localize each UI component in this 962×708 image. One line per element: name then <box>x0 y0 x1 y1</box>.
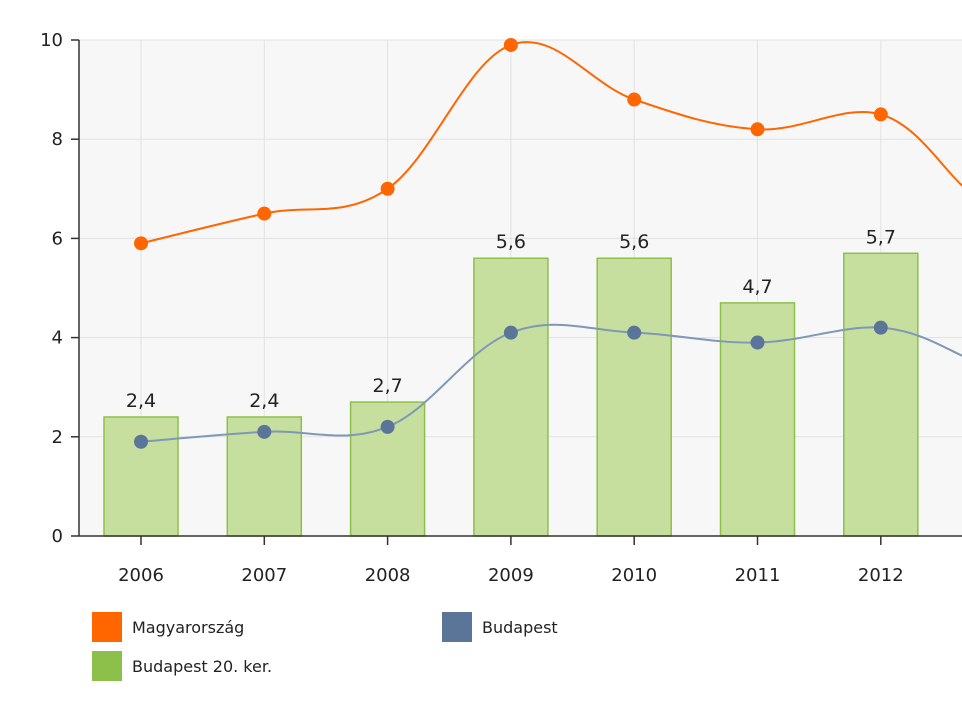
y-tick-label: 2 <box>52 427 63 448</box>
legend-swatch-magyarorszag <box>92 612 122 642</box>
y-tick-label: 4 <box>52 328 63 349</box>
legend: Magyarország Budapest Budapest 20. ker. <box>92 612 692 692</box>
bar-data-label: 5,6 <box>619 231 649 253</box>
series-line <box>140 41 962 245</box>
data-point[interactable] <box>873 320 888 335</box>
y-axis-ticks: 0 2 4 6 8 10 <box>40 30 79 547</box>
y-tick-label: 0 <box>52 526 63 547</box>
x-tick-label: 2008 <box>365 565 411 586</box>
bar[interactable] <box>596 257 672 537</box>
legend-swatch-budapest-20-ker <box>92 651 122 681</box>
series-line <box>140 323 962 443</box>
data-point[interactable] <box>873 107 888 122</box>
x-tick-label: 2007 <box>241 565 287 586</box>
data-point[interactable] <box>134 434 148 449</box>
x-tick-label: 2011 <box>735 565 781 586</box>
legend-item-magyarorszag[interactable]: Magyarország <box>92 612 244 642</box>
line-points <box>134 37 888 449</box>
bar-data-label: 4,7 <box>742 276 772 298</box>
bar[interactable] <box>473 257 549 537</box>
data-point[interactable] <box>627 325 642 340</box>
legend-item-budapest[interactable]: Budapest <box>442 612 558 642</box>
bar-data-label: 5,6 <box>496 231 526 253</box>
data-point[interactable] <box>134 236 148 251</box>
y-tick-label: 6 <box>52 228 63 249</box>
bar-data-labels: 2,4 2,4 2,7 5,6 5,6 4,7 5,7 <box>126 226 896 412</box>
bar[interactable] <box>843 252 919 537</box>
legend-label-magyarorszag: Magyarország <box>132 617 245 637</box>
data-point[interactable] <box>503 37 518 52</box>
data-point[interactable] <box>503 325 518 340</box>
data-point[interactable] <box>627 92 642 107</box>
data-point[interactable] <box>257 424 272 439</box>
x-tick-label: 2010 <box>611 565 657 586</box>
line-series <box>140 41 962 443</box>
data-point[interactable] <box>750 335 765 350</box>
x-tick-label: 2012 <box>858 565 904 586</box>
data-point[interactable] <box>750 122 765 137</box>
x-tick-label: 2006 <box>118 565 164 586</box>
bar-data-label: 2,4 <box>249 390 279 412</box>
bar-data-label: 5,7 <box>866 226 896 248</box>
y-tick-label: 10 <box>40 30 63 51</box>
legend-item-budapest-20-ker[interactable]: Budapest 20. ker. <box>92 651 272 681</box>
x-axis-ticks: 2006 2007 2008 2009 2010 2011 2012 <box>118 536 904 586</box>
legend-label-budapest-20-ker: Budapest 20. ker. <box>132 656 273 676</box>
legend-label-budapest: Budapest <box>482 617 558 637</box>
bar-data-label: 2,7 <box>372 375 402 397</box>
legend-swatch-budapest <box>442 612 472 642</box>
data-point[interactable] <box>380 181 395 196</box>
x-tick-label: 2009 <box>488 565 534 586</box>
data-point[interactable] <box>380 419 395 434</box>
data-point[interactable] <box>257 206 272 221</box>
y-tick-label: 8 <box>52 129 63 150</box>
bar-data-label: 2,4 <box>126 390 156 412</box>
